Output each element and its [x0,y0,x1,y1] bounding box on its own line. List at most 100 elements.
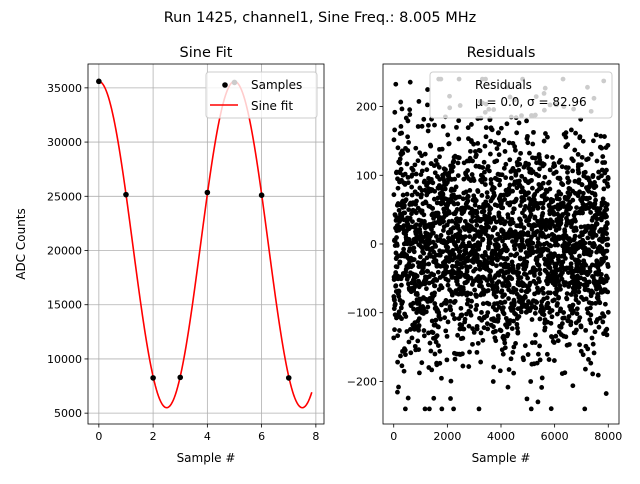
residual-point [516,314,522,319]
residual-point [435,343,441,348]
residual-point [508,200,514,206]
residual-point [475,141,481,146]
residual-point [576,177,582,183]
residual-point [455,201,461,207]
residual-point [483,125,489,131]
residual-point [429,318,435,324]
residual-point [396,289,402,294]
residual-point [521,197,527,203]
residual-point [421,258,427,263]
residual-point [447,298,453,304]
residual-point [416,316,422,321]
residual-point [558,286,563,292]
residual-point [560,182,566,188]
residual-point [512,144,518,149]
residual-point [555,301,560,306]
residual-point [493,328,498,334]
residual-point [603,255,609,261]
residuals-ytick-label: 200 [356,101,377,114]
residual-point [594,221,600,227]
residual-point [511,370,517,376]
residual-point [530,185,535,191]
residual-point [494,146,500,152]
residual-point [577,189,583,195]
residual-point [465,198,471,204]
residual-point [408,224,414,230]
residual-point [495,231,501,237]
residual-point [535,285,540,291]
sine-fit-ytick-label: 35000 [47,82,82,95]
residual-point [407,107,413,113]
residual-point [460,335,466,341]
residual-point [496,152,502,158]
residual-point [578,324,584,330]
residual-point [510,220,516,226]
sample-point [123,191,129,198]
residual-point [553,291,559,297]
sample-point [258,192,265,199]
residual-point [469,298,474,304]
residual-point [434,200,440,206]
residual-point [546,305,552,311]
residual-point [425,269,431,274]
residual-point [448,229,454,235]
residual-point [509,326,515,332]
residual-point [501,165,507,171]
residual-point [481,159,487,165]
residual-point [594,216,600,222]
residual-point [440,249,446,255]
residual-point [504,324,510,330]
residual-point [403,352,408,358]
residual-point [483,228,489,234]
residual-point [428,348,434,354]
residual-point [445,244,451,250]
residual-point [485,164,491,169]
residual-point [452,316,458,321]
residual-point [391,137,397,143]
residual-point [451,201,457,207]
residual-point [547,290,553,296]
residual-point [437,360,443,366]
residual-point [532,155,538,161]
sample-point [96,78,102,85]
residual-point [487,168,492,174]
residual-point [475,252,480,258]
residual-point [593,132,599,138]
residual-point [449,168,455,174]
residual-point [470,158,475,164]
residual-point [439,146,445,152]
residual-point [410,219,415,225]
residual-point [528,379,534,384]
residual-point [417,370,422,376]
residual-point [471,330,477,335]
residual-point [497,182,503,188]
residual-point [405,148,411,153]
residual-point [539,375,545,381]
residual-point [455,173,461,178]
residual-point [425,87,430,92]
residual-point [573,227,579,233]
residual-point [580,210,585,216]
residual-point [432,301,438,306]
residual-point [486,301,492,307]
residuals-ytick-label: −100 [347,307,377,320]
residual-point [410,167,416,173]
residual-point [537,242,543,248]
residual-point [514,321,520,327]
residual-point [391,335,397,341]
residual-point [455,281,460,287]
residuals-ytick-label: 100 [356,169,377,182]
residual-point [416,327,421,333]
residual-point [513,287,519,293]
residual-point [522,295,528,300]
residual-point [519,288,524,294]
residual-point [563,255,568,261]
residual-point [449,218,455,224]
residual-point [436,312,442,318]
residual-point [409,192,415,198]
residual-point [459,322,465,328]
residual-point [419,123,425,129]
residual-point [552,251,557,257]
residual-point [517,256,523,262]
